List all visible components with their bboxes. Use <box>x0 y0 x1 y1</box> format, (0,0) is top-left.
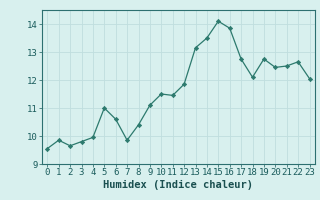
X-axis label: Humidex (Indice chaleur): Humidex (Indice chaleur) <box>103 180 253 190</box>
